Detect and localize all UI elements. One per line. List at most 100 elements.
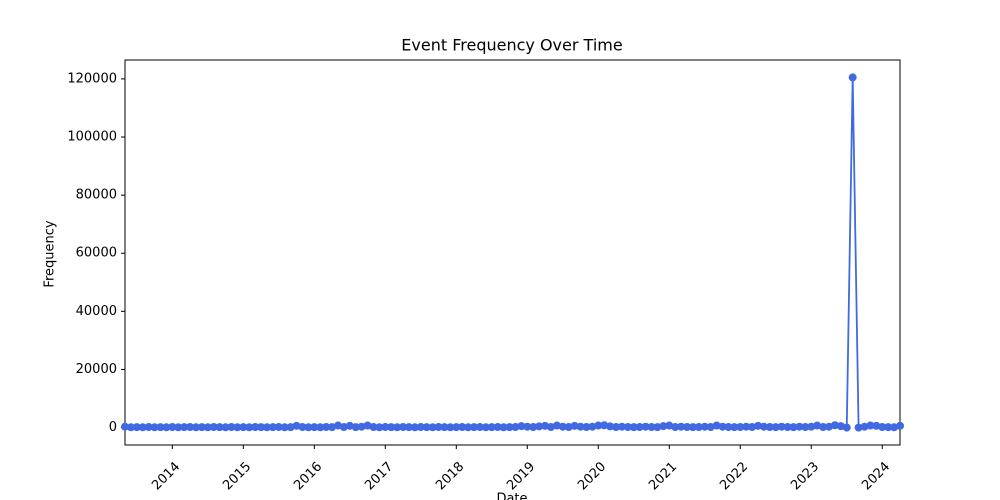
x-tick-label: 2018 bbox=[433, 459, 467, 493]
data-point bbox=[316, 423, 325, 432]
data-point bbox=[268, 423, 277, 432]
y-axis-label: Frequency bbox=[43, 220, 58, 287]
data-point bbox=[848, 73, 857, 82]
y-tick-label: 60000 bbox=[76, 246, 117, 261]
data-point bbox=[736, 422, 745, 431]
data-point bbox=[470, 423, 479, 432]
data-point bbox=[132, 423, 141, 432]
data-point bbox=[233, 423, 242, 432]
data-point bbox=[795, 422, 804, 431]
x-tick-label: 2014 bbox=[149, 459, 183, 493]
data-point bbox=[700, 422, 709, 431]
data-point bbox=[801, 422, 810, 431]
data-point bbox=[186, 422, 195, 431]
data-point bbox=[227, 422, 236, 431]
data-point bbox=[777, 422, 786, 431]
data-point bbox=[221, 423, 230, 432]
data-point bbox=[523, 422, 532, 431]
data-point bbox=[416, 422, 425, 431]
data-point bbox=[475, 422, 484, 431]
data-point bbox=[872, 421, 881, 430]
data-point bbox=[274, 422, 283, 431]
data-point bbox=[203, 423, 212, 432]
data-point bbox=[842, 423, 851, 432]
x-tick-label: 2015 bbox=[220, 459, 254, 493]
data-point bbox=[446, 423, 455, 432]
data-point bbox=[671, 422, 680, 431]
x-tick-label: 2021 bbox=[646, 459, 680, 493]
data-point bbox=[156, 423, 165, 432]
data-point bbox=[617, 422, 626, 431]
data-point bbox=[529, 422, 538, 431]
data-point bbox=[570, 421, 579, 430]
data-point bbox=[375, 423, 384, 432]
data-point bbox=[381, 422, 390, 431]
data-point bbox=[191, 423, 200, 432]
data-point bbox=[594, 421, 603, 430]
data-point bbox=[404, 423, 413, 432]
data-point bbox=[866, 421, 875, 430]
data-point bbox=[464, 423, 473, 432]
data-point bbox=[606, 422, 615, 431]
data-point bbox=[653, 423, 662, 432]
data-point bbox=[121, 422, 129, 431]
data-point bbox=[712, 421, 721, 430]
y-tick-label: 100000 bbox=[67, 130, 117, 145]
data-point bbox=[558, 422, 567, 431]
data-point bbox=[505, 423, 514, 432]
data-point bbox=[310, 423, 319, 432]
data-point bbox=[659, 422, 668, 431]
data-point bbox=[280, 423, 289, 432]
data-point bbox=[612, 422, 621, 431]
data-point bbox=[410, 423, 419, 432]
y-tick-label: 120000 bbox=[67, 71, 117, 86]
data-point bbox=[251, 422, 260, 431]
x-tick-label: 2019 bbox=[504, 459, 538, 493]
data-point bbox=[541, 421, 550, 430]
y-tick-label: 40000 bbox=[76, 304, 117, 319]
data-point bbox=[552, 421, 561, 430]
data-point bbox=[807, 422, 816, 431]
data-point bbox=[351, 423, 360, 432]
x-tick-label: 2016 bbox=[291, 459, 325, 493]
data-point bbox=[339, 422, 348, 431]
data-point bbox=[487, 423, 496, 432]
data-point bbox=[582, 422, 591, 431]
data-point bbox=[517, 422, 526, 431]
data-point bbox=[481, 423, 490, 432]
data-point bbox=[180, 423, 189, 432]
x-tick-label: 2024 bbox=[859, 459, 893, 493]
data-point bbox=[600, 421, 609, 430]
data-point bbox=[126, 423, 135, 432]
y-tick-label: 80000 bbox=[76, 188, 117, 203]
data-point bbox=[884, 423, 893, 432]
data-point bbox=[724, 422, 733, 431]
data-point bbox=[292, 421, 301, 430]
data-point bbox=[458, 422, 467, 431]
data-point bbox=[511, 422, 520, 431]
y-tick-label: 0 bbox=[109, 420, 117, 435]
data-point bbox=[647, 422, 656, 431]
data-point bbox=[168, 422, 177, 431]
data-point bbox=[771, 423, 780, 432]
data-point bbox=[209, 422, 218, 431]
data-point bbox=[765, 422, 774, 431]
data-point bbox=[357, 422, 366, 431]
data-point bbox=[215, 423, 224, 432]
data-point bbox=[629, 423, 638, 432]
data-point bbox=[623, 422, 632, 431]
data-point bbox=[493, 422, 502, 431]
data-point bbox=[576, 422, 585, 431]
data-point bbox=[393, 423, 402, 432]
data-point bbox=[730, 423, 739, 432]
data-point bbox=[641, 422, 650, 431]
data-point bbox=[428, 423, 437, 432]
plot-frame bbox=[124, 59, 901, 446]
data-point bbox=[535, 422, 544, 431]
data-point bbox=[322, 422, 331, 431]
data-point bbox=[440, 423, 449, 432]
data-point bbox=[896, 421, 904, 430]
chart-title: Event Frequency Over Time bbox=[401, 36, 622, 55]
data-point bbox=[452, 423, 461, 432]
